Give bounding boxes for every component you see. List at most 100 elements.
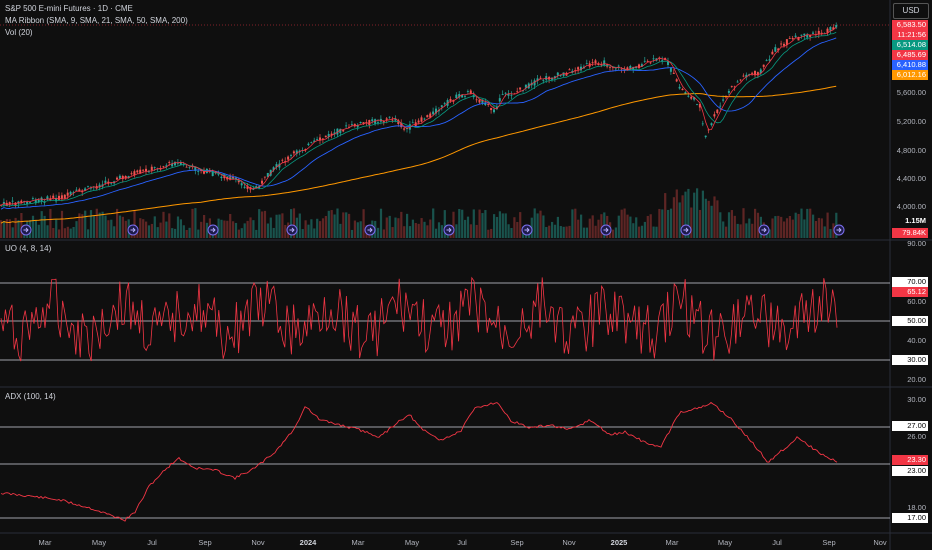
volume-bar <box>136 229 139 238</box>
candle-body <box>104 180 107 183</box>
candle-body <box>455 94 458 99</box>
volume-bar <box>516 221 519 238</box>
volume-bar <box>5 219 8 238</box>
volume-bar <box>319 221 322 238</box>
candle-body <box>275 164 278 167</box>
candle-body <box>84 188 87 191</box>
volume-bar <box>826 212 829 238</box>
price-tick: 4,400.00 <box>896 174 926 183</box>
candle-body <box>794 35 797 37</box>
candle-body <box>638 64 640 69</box>
volume-bar <box>226 220 229 238</box>
volume-bar <box>469 224 472 238</box>
volume-bar <box>162 211 165 238</box>
candle-body <box>490 107 493 111</box>
volume-bar <box>78 213 81 238</box>
volume-bar <box>310 219 313 238</box>
volume-bar <box>359 221 362 238</box>
volume-bar <box>696 188 699 238</box>
price-tick: 4,800.00 <box>896 146 926 155</box>
uo-level-50: 50.00 <box>892 316 928 326</box>
volume-bar <box>188 227 191 238</box>
time-label: Mar <box>38 538 52 547</box>
candle-body <box>0 204 2 206</box>
candle-body <box>423 118 426 120</box>
volume-bar <box>783 221 786 238</box>
event-arrow-icon <box>836 227 842 233</box>
candle-body <box>356 125 359 128</box>
volume-bar <box>52 228 55 238</box>
volume-bar <box>559 226 562 238</box>
volume-bar <box>377 227 380 238</box>
candle-body <box>672 72 675 74</box>
volume-bar <box>440 225 443 238</box>
volume-bar <box>620 209 623 238</box>
candle-body <box>371 119 374 122</box>
volume-bar <box>756 212 760 238</box>
volume-bar <box>690 207 693 238</box>
event-arrow-icon <box>683 227 689 233</box>
candle-body <box>678 86 681 89</box>
candle-body <box>536 78 539 82</box>
volume-bar <box>646 215 649 238</box>
volume-bar <box>730 210 733 238</box>
volume-bar <box>185 229 188 238</box>
volume-bar <box>110 219 113 238</box>
candle-body <box>321 138 324 140</box>
volume-bar <box>652 226 655 238</box>
volume-bar <box>150 223 153 238</box>
currency-button[interactable]: USD <box>893 3 929 19</box>
volume-bar <box>356 222 359 238</box>
candle-body <box>72 191 75 193</box>
volume-bar <box>655 226 658 238</box>
candle-body <box>498 98 501 102</box>
volume-bar <box>246 220 249 238</box>
candle-body <box>333 132 336 135</box>
ma-ribbon-title[interactable]: MA Ribbon (SMA, 9, SMA, 21, SMA, 50, SMA… <box>5 16 188 25</box>
volume-bar <box>171 228 174 238</box>
candle-body <box>774 47 777 52</box>
volume-title[interactable]: Vol (20) <box>5 28 33 37</box>
volume-bar <box>116 208 119 238</box>
symbol-title[interactable]: S&P 500 E-mini Futures · 1D · CME <box>5 4 133 13</box>
volume-bar <box>220 219 223 238</box>
candle-body <box>791 37 794 40</box>
volume-bar <box>316 218 319 238</box>
volume-bar <box>145 221 148 238</box>
candle-body <box>78 189 81 192</box>
candle-body <box>403 128 406 130</box>
volume-bar <box>408 226 412 238</box>
candle-body <box>667 61 669 65</box>
volume-bar <box>8 219 11 238</box>
volume-bar <box>159 222 162 238</box>
volume-bar <box>411 219 414 238</box>
volume-bar <box>458 209 461 238</box>
volume-bar <box>667 209 670 238</box>
volume-bar <box>797 213 800 238</box>
candle-body <box>46 196 49 200</box>
candle-body <box>176 162 179 164</box>
time-label: Sep <box>198 538 212 547</box>
candle-body <box>629 65 632 71</box>
candle-body <box>229 176 232 180</box>
volume-bar <box>11 227 14 238</box>
candle-body <box>510 94 513 96</box>
volume-bar <box>104 215 107 238</box>
uo-title[interactable]: UO (4, 8, 14) <box>5 244 52 253</box>
candle-body <box>142 169 145 171</box>
volume-bar <box>664 193 667 238</box>
event-arrow-icon <box>130 227 136 233</box>
volume-bar <box>466 216 470 238</box>
candle-body <box>89 187 92 189</box>
volume-bar <box>611 229 615 238</box>
adx-title[interactable]: ADX (100, 14) <box>5 392 56 401</box>
candle-body <box>188 166 191 168</box>
volume-bar <box>649 214 652 238</box>
volume-bar <box>394 217 397 238</box>
volume-bar <box>385 217 388 238</box>
volume-bar <box>133 210 136 238</box>
volume-bar <box>165 221 168 238</box>
volume-bar <box>597 219 600 238</box>
sma200-tag: 6,012.16 <box>892 70 928 80</box>
